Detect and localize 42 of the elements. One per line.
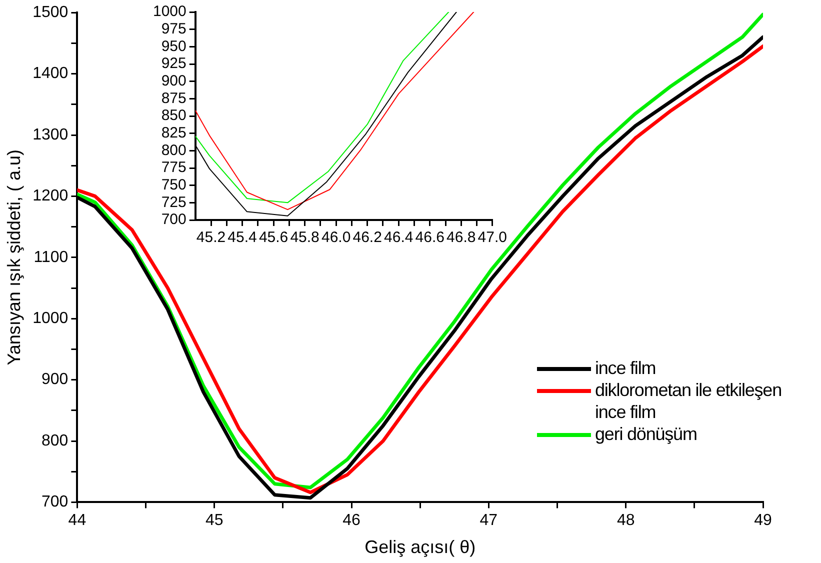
x-tick-label: 48 — [616, 512, 635, 530]
y-axis-title: Yansıyan ışık şiddeti, ( a.u) — [4, 150, 24, 366]
x-axis-title: Geliş açısı( θ) — [364, 537, 476, 558]
x-tick-label: 45.4 — [228, 229, 257, 246]
legend-label: geri dönüşüm — [595, 423, 698, 445]
y-tick-label: 975 — [161, 20, 186, 38]
y-tick-label: 875 — [161, 90, 186, 107]
x-tick-label: 46.4 — [384, 229, 414, 246]
x-tick-label: 45 — [205, 512, 224, 530]
x-tick-label: 46.0 — [321, 229, 351, 246]
y-tick-label: 1000 — [152, 3, 186, 20]
x-tick-label: 44 — [68, 512, 86, 530]
y-tick-label: 850 — [161, 107, 186, 124]
y-tick-label: 900 — [41, 371, 68, 388]
y-tick-label: 900 — [161, 72, 186, 90]
x-tick-label: 46.2 — [352, 229, 382, 246]
y-tick-label: 950 — [161, 38, 186, 55]
x-tick-label: 45.2 — [196, 229, 226, 246]
x-tick-label: 47 — [480, 512, 498, 530]
x-tick-label: 45.8 — [290, 229, 320, 246]
y-tick-label: 1500 — [32, 4, 68, 22]
y-tick-label: 1300 — [32, 126, 68, 144]
y-tick-label: 800 — [41, 432, 68, 450]
x-tick-label: 47.0 — [478, 229, 508, 246]
y-tick-label: 750 — [161, 176, 186, 194]
y-tick-label: 1100 — [34, 248, 68, 266]
y-tick-label: 775 — [161, 159, 186, 176]
x-tick-label: 46 — [342, 512, 361, 530]
y-tick-label: 700 — [161, 211, 186, 228]
y-tick-label: 825 — [161, 124, 186, 142]
x-tick-label: 46.6 — [415, 229, 444, 246]
y-tick-label: 1000 — [32, 310, 68, 328]
y-tick-label: 800 — [161, 142, 186, 159]
x-tick-label: 46.8 — [446, 229, 476, 246]
y-tick-label: 1400 — [32, 65, 68, 82]
y-tick-label: 925 — [161, 55, 186, 72]
y-tick-label: 700 — [41, 494, 68, 511]
x-tick-label: 49 — [754, 512, 772, 530]
legend-label: ince film — [595, 357, 657, 379]
x-tick-label: 45.6 — [258, 229, 288, 246]
y-tick-label: 725 — [161, 194, 186, 211]
y-tick-label: 1200 — [32, 188, 68, 205]
